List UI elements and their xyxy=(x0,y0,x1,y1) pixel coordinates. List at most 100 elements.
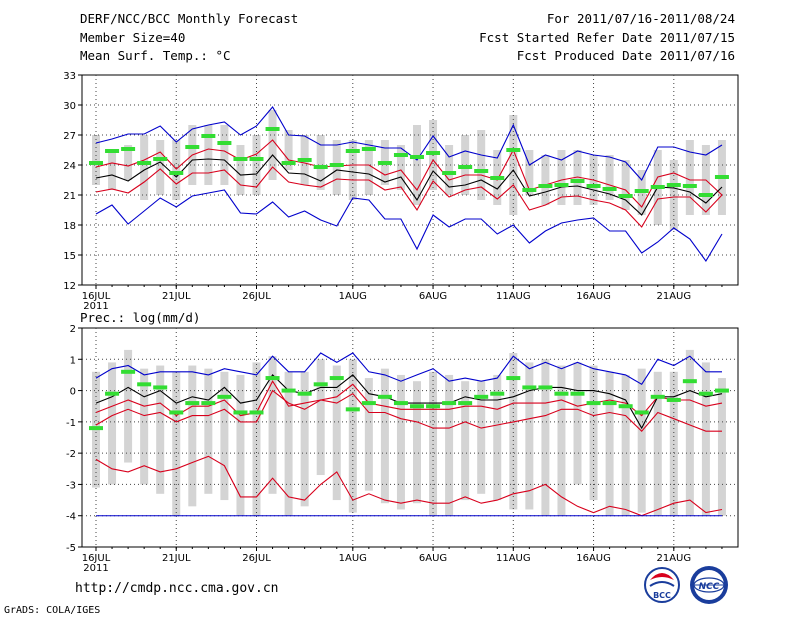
prec-mean-mark xyxy=(281,388,296,393)
prec-ytick-label: -3 xyxy=(66,480,76,491)
prec-plot-frame xyxy=(81,327,739,548)
prec-spread-box xyxy=(621,374,630,516)
prec-spread-box xyxy=(124,349,133,463)
prec-spread-box xyxy=(493,374,502,501)
temp-mean-mark xyxy=(137,161,152,165)
source-url: http://cmdp.ncc.cma.gov.cn xyxy=(75,581,279,596)
temp-mean-mark xyxy=(570,179,585,183)
chart-title: DERF/NCC/BCC Monthly Forecast xyxy=(80,11,299,26)
temp-series-upper xyxy=(95,139,723,208)
prec-mean-mark xyxy=(329,376,344,381)
prec-mean-mark xyxy=(490,391,505,396)
temp-ytick-label: 21 xyxy=(63,191,76,202)
temp-mean-mark xyxy=(201,134,216,138)
prec-spread-box xyxy=(573,362,582,485)
temp-spread-box xyxy=(140,135,149,200)
member-size: Member Size=40 xyxy=(80,30,186,45)
prec-spread-box xyxy=(188,365,197,507)
prec-spread-box xyxy=(172,371,181,516)
prec-series-median xyxy=(95,374,723,430)
prec-spread-box xyxy=(429,371,438,516)
prec-spread-box xyxy=(300,371,309,507)
prec-mean-mark xyxy=(153,385,168,390)
prec-mean-mark xyxy=(538,385,553,390)
temp-ytick-label: 12 xyxy=(63,281,76,292)
temp-spread-box xyxy=(509,115,518,215)
temp-spread-box xyxy=(220,125,229,185)
temp-mean-mark xyxy=(297,158,312,162)
prec-spread-box xyxy=(364,378,373,491)
temp-mean-mark xyxy=(554,183,569,187)
temp-mean-mark xyxy=(522,188,537,192)
variable-label: Mean Surf. Temp.: °C xyxy=(80,48,231,63)
temp-spread-box xyxy=(252,135,261,195)
prec-xtick-label: 6AUG xyxy=(419,553,447,564)
prec-xtick-label: 11AUG xyxy=(496,553,531,564)
forecast-start-date: Fcst Started Refer Date 2011/07/15 xyxy=(479,30,735,45)
temp-ytick-label: 27 xyxy=(63,131,76,142)
prec-spread-box xyxy=(348,359,357,513)
prec-xtick-label: 26JUL xyxy=(242,553,271,564)
temp-mean-mark xyxy=(169,171,184,175)
prec-mean-mark xyxy=(522,385,537,390)
prec-spread-box xyxy=(525,362,534,510)
prec-mean-mark xyxy=(650,394,665,399)
temp-ytick-label: 30 xyxy=(63,101,76,112)
prec-spread-box xyxy=(156,365,165,494)
prec-spread-box xyxy=(477,381,486,494)
temp-spread-box xyxy=(332,140,341,195)
prec-mean-mark xyxy=(634,410,649,415)
prec-spread-box xyxy=(701,362,710,516)
temp-mean-mark xyxy=(393,153,408,157)
prec-mean-mark xyxy=(169,410,184,415)
temp-mean-mark xyxy=(586,184,601,188)
prec-spread-box xyxy=(605,371,614,516)
temp-mean-mark xyxy=(89,161,103,165)
prec-xtick-label: 1AUG xyxy=(339,553,367,564)
temp-mean-mark xyxy=(538,184,553,188)
temp-mean-mark xyxy=(650,185,665,189)
temp-ytick-label: 15 xyxy=(63,251,76,262)
temp-spread-box xyxy=(348,140,357,200)
temp-spread-box xyxy=(268,110,277,180)
prec-spread-box xyxy=(252,362,261,516)
prec-mean-mark xyxy=(313,382,328,387)
prec-spread-box xyxy=(509,353,518,510)
prec-spread-box xyxy=(717,378,726,516)
temp-mean-mark xyxy=(490,176,505,180)
prec-mean-mark xyxy=(714,388,729,393)
prec-mean-mark xyxy=(185,401,200,406)
temp-mean-mark xyxy=(313,165,328,169)
prec-spread-box xyxy=(669,371,678,516)
temp-spread-box xyxy=(316,135,325,190)
prec-spread-box xyxy=(541,359,550,516)
prec-mean-mark xyxy=(345,407,360,412)
temp-spread-box xyxy=(124,145,133,180)
prec-mean-mark xyxy=(377,394,392,399)
temp-spread-box xyxy=(364,140,373,195)
prec-mean-mark xyxy=(217,394,232,399)
temp-mean-mark xyxy=(249,157,264,161)
temp-spread-box xyxy=(605,155,614,200)
prec-mean-mark xyxy=(618,404,633,409)
temp-xtick-label: 16JUL xyxy=(82,291,111,302)
temp-spread-box xyxy=(477,130,486,200)
temp-spread-box xyxy=(204,125,213,185)
prec-xtick-year: 2011 xyxy=(83,563,108,574)
temp-mean-mark xyxy=(698,193,713,197)
grads-credit: GrADS: COLA/IGES xyxy=(4,605,101,616)
temp-mean-mark xyxy=(634,189,649,193)
temp-spread-box xyxy=(413,125,421,205)
prec-mean-mark xyxy=(698,391,713,396)
temp-xtick-label: 21AUG xyxy=(656,291,691,302)
forecast-produced-date: Fcst Produced Date 2011/07/16 xyxy=(516,48,735,63)
temp-spread-box xyxy=(396,145,405,190)
prec-mean-mark xyxy=(297,391,312,396)
temp-mean-mark xyxy=(377,161,392,165)
temp-spread-box xyxy=(156,140,165,195)
prec-mean-mark xyxy=(233,410,248,415)
temp-mean-mark xyxy=(121,147,136,151)
temp-spread-box xyxy=(621,160,630,210)
prec-spread-box xyxy=(284,371,293,516)
temp-mean-mark xyxy=(217,141,232,145)
